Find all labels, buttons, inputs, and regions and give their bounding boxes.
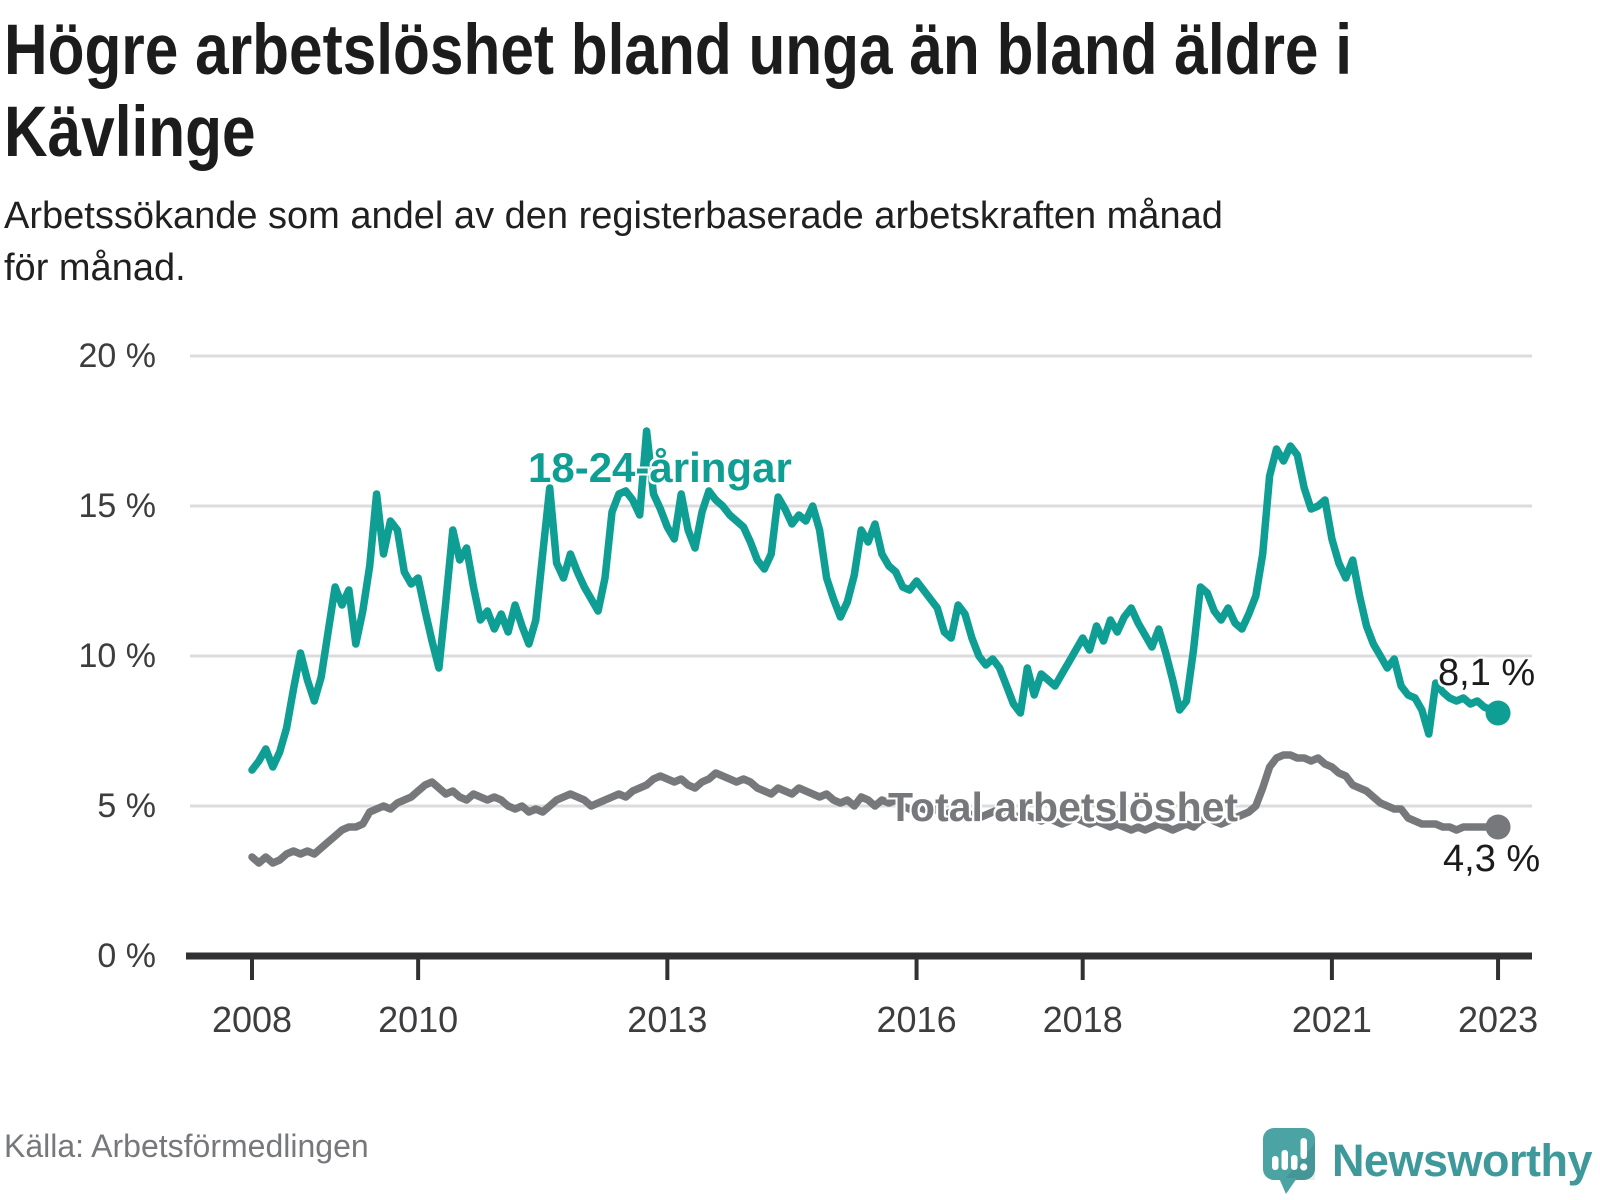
chart-subtitle: Arbetssökande som andel av den registerb… — [4, 195, 1223, 289]
x-tick-label-2023: 2023 — [1458, 999, 1539, 1040]
y-tick-label-15: 15 % — [78, 487, 157, 525]
y-tick-label-0: 0 % — [97, 937, 156, 975]
series-line-total — [248, 751, 1502, 867]
brand-name: Newsworthy — [1331, 1135, 1593, 1186]
y-tick-label-20: 20 % — [78, 337, 157, 375]
x-tick-label-2016: 2016 — [876, 999, 957, 1040]
end-value-label-total: 4,3 % — [1443, 838, 1541, 880]
source-note: Källa: Arbetsförmedlingen — [4, 1128, 369, 1164]
end-value-label-young: 8,1 % — [1438, 652, 1536, 694]
series-label-young: 18-24-åringar — [528, 444, 792, 491]
x-tick-label-2021: 2021 — [1291, 999, 1372, 1040]
x-tick-label-2010: 2010 — [378, 999, 459, 1040]
brand-footer: Newsworthy — [1262, 1126, 1593, 1196]
x-tick-label-2018: 2018 — [1042, 999, 1123, 1040]
y-tick-label-5: 5 % — [97, 787, 156, 825]
x-tick-label-2013: 2013 — [627, 999, 708, 1040]
newsworthy-logo-icon — [1262, 1128, 1315, 1194]
x-tick-label-2008: 2008 — [211, 999, 293, 1040]
series-label-total: Total arbetslöshet — [888, 784, 1239, 830]
series-end-dot-total — [1485, 814, 1511, 840]
y-tick-label-10: 10 % — [78, 637, 157, 675]
series-end-dot-18-24 — [1485, 700, 1511, 726]
page-title: Högre arbetslöshet bland unga än bland ä… — [4, 11, 1353, 172]
series-line-18-24 — [248, 427, 1502, 774]
